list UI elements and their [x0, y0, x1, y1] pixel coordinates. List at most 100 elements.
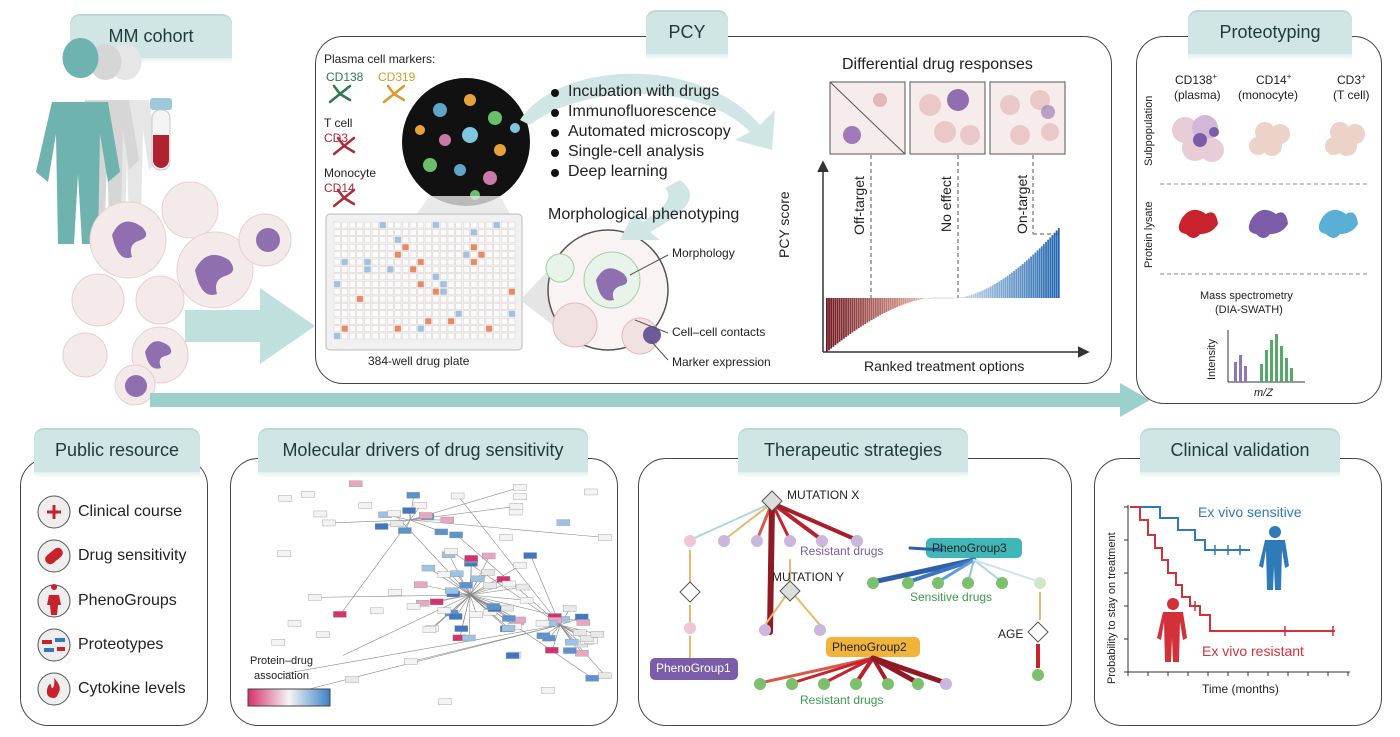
plate-well: [409, 318, 417, 325]
plate-well: [425, 288, 432, 295]
plate-well: [371, 325, 379, 332]
plate-well: [425, 221, 432, 229]
network-node: [598, 534, 612, 541]
public-item-clinical: Clinical course: [78, 503, 183, 520]
pcy-bar: [985, 288, 988, 298]
plate-well: [425, 229, 432, 236]
col3-label: CD3+: [1337, 72, 1366, 87]
plate-well: [432, 332, 440, 340]
network-node: [562, 605, 577, 612]
network-node: [387, 510, 401, 517]
plate-well: [440, 325, 447, 332]
pcy-bar: [960, 297, 962, 298]
plate-well: [341, 258, 349, 266]
legend-line1: Protein–drug: [250, 655, 313, 667]
plate-well: [349, 258, 356, 266]
plate-well: [508, 229, 516, 236]
plate-well: [432, 266, 440, 273]
network-node: [322, 519, 336, 527]
pcy-bar: [940, 297, 943, 299]
plate-well: [417, 303, 425, 310]
network-node: [438, 698, 452, 705]
plate-well: [394, 221, 402, 229]
plate-well: [478, 310, 485, 317]
plate-well: [440, 243, 447, 251]
plate-well: [379, 229, 387, 236]
plate-well: [394, 258, 402, 266]
plate-well: [333, 258, 341, 266]
plate-well: [485, 266, 493, 273]
plate-well: [402, 221, 409, 229]
plate-well: [402, 258, 409, 266]
plate-well: [425, 310, 432, 317]
plate-well: [371, 281, 379, 288]
plate-well: [387, 229, 394, 236]
resistant-drugs-1: Resistant drugs: [800, 544, 884, 558]
plate-well: [417, 325, 425, 332]
network-node: [406, 492, 420, 499]
subpopulation-cells: [1172, 115, 1365, 162]
plate-well: [394, 325, 402, 332]
cohort-to-proteo-arrow: [150, 383, 1150, 417]
plate-well: [417, 318, 425, 325]
plate-well: [409, 229, 417, 236]
plate-well: [394, 251, 402, 258]
plate-well: [394, 310, 402, 317]
plate-well: [425, 318, 432, 325]
pcy-bar: [847, 298, 850, 336]
plate-well: [447, 266, 455, 273]
pcy-bar: [1017, 267, 1020, 298]
plate-well: [402, 303, 409, 310]
plate-well: [409, 295, 417, 303]
plate-well: [379, 303, 387, 310]
plate-well: [440, 310, 447, 317]
pcy-bar: [962, 296, 964, 298]
plate-well: [447, 221, 455, 229]
plate-well: [356, 221, 364, 229]
plate-well: [417, 266, 425, 273]
person-blue-icon: [1259, 526, 1289, 590]
proteotypes-icon: [37, 628, 71, 662]
diff-title: Differential drug responses: [842, 56, 1033, 73]
plate-well: [508, 221, 516, 229]
plate-well: [409, 288, 417, 295]
network-node: [512, 484, 527, 491]
plate-well: [447, 229, 455, 236]
plate-well: [356, 273, 364, 280]
plate-well: [470, 258, 478, 266]
public-item-pheno: PhenoGroups: [78, 592, 177, 609]
network-node: [590, 630, 605, 638]
plate-well: [341, 288, 349, 295]
plate-well: [387, 273, 394, 280]
plate-well: [394, 303, 402, 310]
network-node: [404, 658, 418, 665]
plate-well: [501, 266, 508, 273]
plate-well: [455, 318, 463, 325]
col3-sub: (T cell): [1333, 88, 1370, 102]
pcy-bar: [1006, 275, 1009, 298]
plate-well: [478, 281, 485, 288]
plate-well: [364, 221, 371, 229]
network-node: [422, 626, 437, 633]
network-node: [462, 634, 476, 642]
plate-well: [387, 266, 394, 273]
drug-response-images: [829, 81, 1066, 155]
plate-well: [371, 236, 379, 244]
plate-well: [364, 310, 371, 317]
bullet-5: Deep learning: [568, 163, 668, 180]
pcy-bar: [902, 298, 905, 305]
mutation-y-label: MUTATION Y: [772, 570, 844, 584]
network-node: [316, 631, 330, 638]
pcy-bar: [987, 287, 990, 298]
plate-well: [341, 295, 349, 303]
pcy-bar: [1021, 264, 1024, 298]
sensitive-curve: [1130, 506, 1250, 551]
plate-well: [508, 288, 516, 295]
plate-well: [508, 236, 516, 244]
plate-well: [440, 251, 447, 258]
col2-label: CD14+: [1256, 72, 1292, 87]
network-node: [541, 687, 555, 694]
pcy-bar: [974, 293, 977, 298]
pcy-bar: [1049, 237, 1052, 298]
